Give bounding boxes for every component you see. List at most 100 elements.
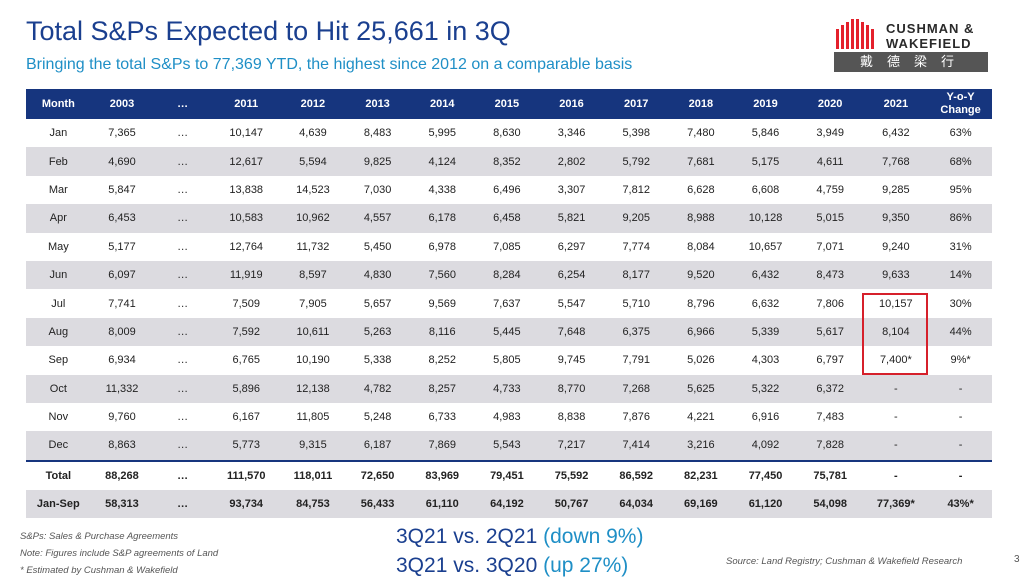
footnotes: S&Ps: Sales & Purchase Agreements Note: …: [20, 528, 218, 579]
table-cell: 10,583: [211, 204, 281, 233]
row-label: Total: [26, 459, 91, 491]
table-body: Jan 7,365… 10,147 4,639 8,483 5,995 8,630 3,346…: [26, 119, 992, 519]
table-cell: 7,483: [797, 402, 863, 432]
table-row: Apr 6,453… 10,583 10,962 4,557 6,178 6,458 5,82…: [26, 204, 992, 233]
table-cell: 118,011: [280, 459, 346, 491]
row-label: Oct: [26, 374, 91, 403]
row-label: Feb: [26, 147, 91, 176]
table-cell: 7,268: [603, 374, 669, 403]
comparison-qoq: 3Q21 vs. 2Q21 (down 9%): [396, 522, 643, 551]
table-cell: 12,138: [280, 374, 346, 403]
footnote: * Estimated by Cushman & Wakefield: [20, 565, 178, 576]
table-cell: 4,303: [733, 346, 798, 375]
table-cell: 84,753: [280, 490, 346, 519]
comparison-yoy: 3Q21 vs. 3Q20 (up 27%): [396, 551, 643, 580]
column-header: 2015: [474, 89, 540, 119]
table-cell: 10,611: [280, 317, 346, 347]
table-cell: 3,949: [797, 119, 863, 148]
table-cell: 7,085: [474, 232, 540, 261]
source-note: Source: Land Registry; Cushman & Wakefie…: [726, 556, 963, 567]
table-cell: 5,847: [90, 175, 154, 205]
table-cell: 7,560: [409, 260, 475, 290]
table-cell: …: [153, 175, 212, 205]
table-cell: 9,569: [409, 289, 475, 318]
table-cell: 10,147: [211, 119, 281, 148]
table-cell: 5,263: [345, 317, 410, 347]
table-cell: 7,828: [797, 431, 863, 461]
table-cell: 6,608: [733, 175, 798, 205]
table-cell: 8,483: [345, 119, 410, 148]
table-cell: 75,592: [539, 459, 604, 491]
table-cell: 95%: [929, 175, 992, 205]
table-cell: 7,400*: [862, 346, 930, 375]
table-cell: …: [153, 490, 212, 519]
table-cell: 10,962: [280, 204, 346, 233]
table-cell: …: [153, 402, 212, 432]
table-cell: 4,639: [280, 119, 346, 148]
table-cell: 8,257: [409, 374, 475, 403]
table-cell: 7,905: [280, 289, 346, 318]
table-row: Jan 7,365… 10,147 4,639 8,483 5,995 8,630 3,346…: [26, 119, 992, 148]
table-cell: 63%: [929, 119, 992, 148]
table-cell: 8,473: [797, 260, 863, 290]
table-cell: 7,414: [603, 431, 669, 461]
row-label: Jan: [26, 119, 91, 148]
column-header: Month: [26, 89, 91, 119]
table-cell: 9,760: [90, 402, 154, 432]
table-cell: 12,764: [211, 232, 281, 261]
table-header-row: Month 2003… 2011 2012 2013 2014 2015 2016 2017 20…: [26, 89, 992, 119]
table-cell: 4,782: [345, 374, 410, 403]
table-cell: 43%*: [929, 490, 992, 519]
table-cell: 83,969: [409, 459, 475, 491]
table-cell: 5,773: [211, 431, 281, 461]
table-cell: 8,084: [668, 232, 734, 261]
table-cell: 58,313: [90, 490, 154, 519]
table-cell: 5,248: [345, 402, 410, 432]
footnote: S&Ps: Sales & Purchase Agreements: [20, 531, 179, 542]
table-cell: 6,628: [668, 175, 734, 205]
table-cell: 9,520: [668, 260, 734, 290]
table-cell: 5,338: [345, 346, 410, 375]
table-cell: 7,876: [603, 402, 669, 432]
table-cell: 8,252: [409, 346, 475, 375]
column-header: 2019: [733, 89, 798, 119]
table-cell: 6,375: [603, 317, 669, 347]
table-cell: 9,240: [862, 232, 930, 261]
table-cell: 6,178: [409, 204, 475, 233]
table-cell: 9%*: [929, 346, 992, 375]
table-cell: …: [153, 374, 212, 403]
table-row: Nov 9,760… 6,167 11,805 5,248 6,733 4,983 8,838…: [26, 402, 992, 432]
table-row: Jun 6,097… 11,919 8,597 4,830 7,560 8,284 6,254…: [26, 260, 992, 290]
table-cell: 6,453: [90, 204, 154, 233]
table-cell: 9,205: [603, 204, 669, 233]
table-cell: 7,791: [603, 346, 669, 375]
table-cell: 79,451: [474, 459, 540, 491]
table-cell: 6,765: [211, 346, 281, 375]
table-cell: -: [862, 374, 930, 403]
table-cell: 5,625: [668, 374, 734, 403]
table-cell: 6,934: [90, 346, 154, 375]
table-row: Total 88,268… 111,570 118,011 72,650 83,969 79…: [26, 459, 992, 491]
table-cell: 44%: [929, 317, 992, 347]
table-cell: 75,781: [797, 459, 863, 491]
table-cell: 8,116: [409, 317, 475, 347]
table-cell: 6,372: [797, 374, 863, 403]
table-cell: 64,192: [474, 490, 540, 519]
table-cell: 77,450: [733, 459, 798, 491]
table-cell: 7,480: [668, 119, 734, 148]
column-header: Y-o-Y Change: [929, 89, 992, 119]
table-cell: 4,983: [474, 402, 540, 432]
table-cell: 5,015: [797, 204, 863, 233]
table-row: May 5,177… 12,764 11,732 5,450 6,978 7,085 6,29…: [26, 232, 992, 261]
table-row: Feb 4,690… 12,617 5,594 9,825 4,124 8,352 2,802…: [26, 147, 992, 176]
table-cell: …: [153, 346, 212, 375]
table-cell: 6,916: [733, 402, 798, 432]
slide-title: Total S&Ps Expected to Hit 25,661 in 3Q: [26, 16, 511, 46]
row-label: Nov: [26, 402, 91, 432]
table-cell: 82,231: [668, 459, 734, 491]
column-header: …: [153, 89, 212, 119]
table-cell: 54,098: [797, 490, 863, 519]
column-header: 2014: [409, 89, 475, 119]
table-cell: 69,169: [668, 490, 734, 519]
table-cell: 111,570: [211, 459, 281, 491]
